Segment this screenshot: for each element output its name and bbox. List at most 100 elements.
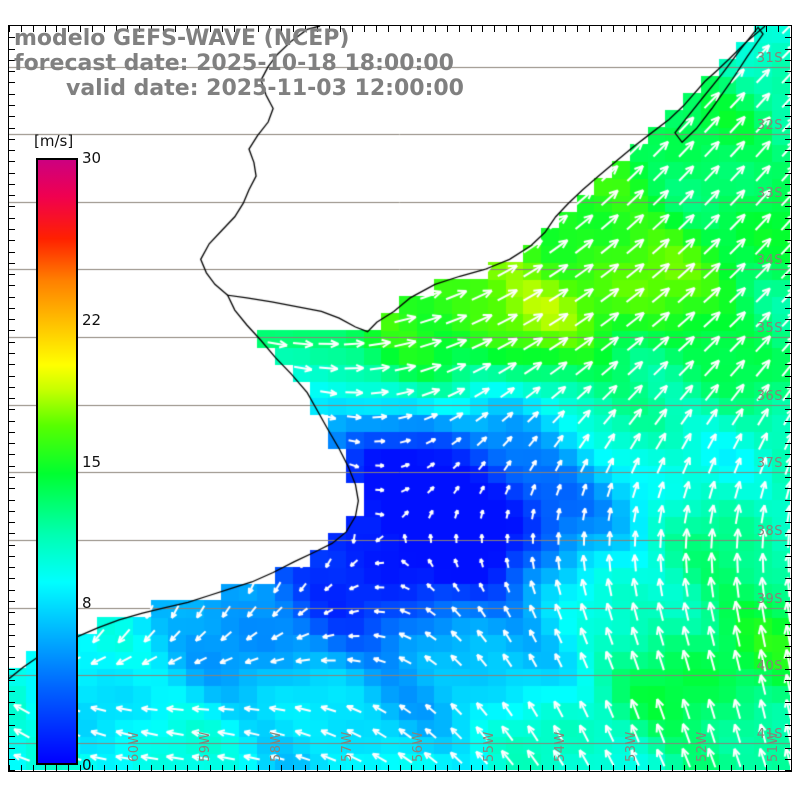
longitude-label: 58W (268, 731, 284, 762)
tick-top (257, 26, 259, 32)
tick-left (9, 251, 15, 253)
tick-top (659, 26, 661, 32)
latitude-label: 34S (756, 253, 783, 269)
tick-left (9, 341, 15, 343)
latitude-label: 35S (756, 321, 783, 337)
tick-top (541, 26, 543, 32)
latitude-label: 39S (756, 591, 783, 607)
longitude-label: 59W (197, 731, 213, 762)
tick-left (9, 431, 15, 433)
tick-right (785, 307, 791, 309)
tick-top (20, 26, 22, 32)
tick-right (785, 228, 791, 230)
tick-left (9, 330, 15, 332)
latitude-label: 32S (756, 118, 783, 134)
tick-left (9, 206, 15, 208)
tick-bottom (115, 765, 117, 771)
tick-top (766, 26, 768, 32)
tick-top (553, 26, 555, 32)
tick-right (785, 285, 791, 287)
tick-left (9, 307, 15, 309)
tick-top (387, 26, 389, 32)
tick-bottom (458, 765, 460, 771)
tick-right (785, 758, 791, 760)
tick-top (719, 26, 720, 32)
longitude-label: 57W (339, 731, 355, 762)
tick-top (222, 26, 223, 32)
tick-bottom (245, 765, 247, 771)
tick-bottom (304, 765, 306, 771)
wind-field-canvas (9, 26, 790, 770)
tick-right (785, 161, 791, 163)
map-plot-frame: 61W60W59W58W57W56W55W54W53W52W51W 31S32S… (8, 25, 792, 772)
tick-left (9, 116, 15, 118)
tick-left (9, 420, 15, 422)
tick-bottom (435, 765, 436, 771)
tick-bottom (778, 765, 780, 771)
colorbar-tick-22: 22 (82, 310, 102, 329)
tick-bottom (588, 765, 590, 771)
tick-bottom (91, 765, 93, 771)
tick-bottom (103, 765, 105, 771)
tick-top (446, 26, 448, 32)
tick-bottom (529, 765, 531, 771)
tick-right (785, 409, 791, 411)
tick-top (435, 26, 436, 32)
tick-top (600, 26, 602, 32)
tick-top (340, 26, 342, 32)
tick-right (785, 352, 791, 354)
tick-top (316, 26, 318, 32)
tick-top (56, 26, 58, 32)
tick-top (44, 26, 46, 32)
tick-bottom (648, 765, 649, 771)
tick-top (529, 26, 531, 32)
tick-bottom (151, 765, 152, 771)
tick-bottom (127, 765, 129, 771)
tick-right (785, 476, 791, 478)
tick-top (68, 26, 70, 32)
tick-bottom (32, 765, 34, 771)
tick-top (671, 26, 673, 32)
tick-top (577, 26, 578, 32)
tick-right (785, 386, 791, 388)
tick-right (785, 646, 791, 647)
tick-left (9, 48, 15, 50)
tick-left (9, 623, 15, 625)
tick-left (9, 93, 15, 95)
tick-top (778, 26, 780, 32)
tick-left (9, 285, 15, 287)
tick-bottom (9, 765, 10, 771)
tick-bottom (162, 765, 164, 771)
tick-top (91, 26, 93, 32)
latitude-label: 33S (756, 185, 783, 201)
tick-left (9, 82, 15, 84)
tick-right (785, 296, 791, 298)
tick-top (364, 26, 365, 32)
tick-right (785, 724, 791, 726)
tick-left (9, 713, 15, 715)
tick-right (785, 657, 791, 659)
tick-right (785, 488, 791, 490)
tick-right (785, 702, 791, 704)
tick-bottom (553, 765, 555, 771)
tick-bottom (328, 765, 330, 771)
tick-right (785, 71, 791, 73)
tick-bottom (565, 765, 567, 771)
tick-right (785, 127, 791, 129)
tick-right (785, 600, 791, 602)
tick-top (683, 26, 685, 32)
tick-bottom (210, 765, 212, 771)
latitude-label: 31S (756, 50, 783, 66)
tick-right (785, 499, 791, 501)
tick-top (139, 26, 141, 32)
tick-top (103, 26, 105, 32)
tick-right (785, 431, 791, 433)
tick-left (9, 138, 15, 140)
tick-left (9, 612, 15, 614)
tick-bottom (411, 765, 413, 771)
tick-top (695, 26, 697, 32)
tick-right (785, 567, 791, 569)
tick-bottom (68, 765, 70, 771)
tick-left (9, 71, 15, 73)
tick-left (9, 600, 15, 602)
